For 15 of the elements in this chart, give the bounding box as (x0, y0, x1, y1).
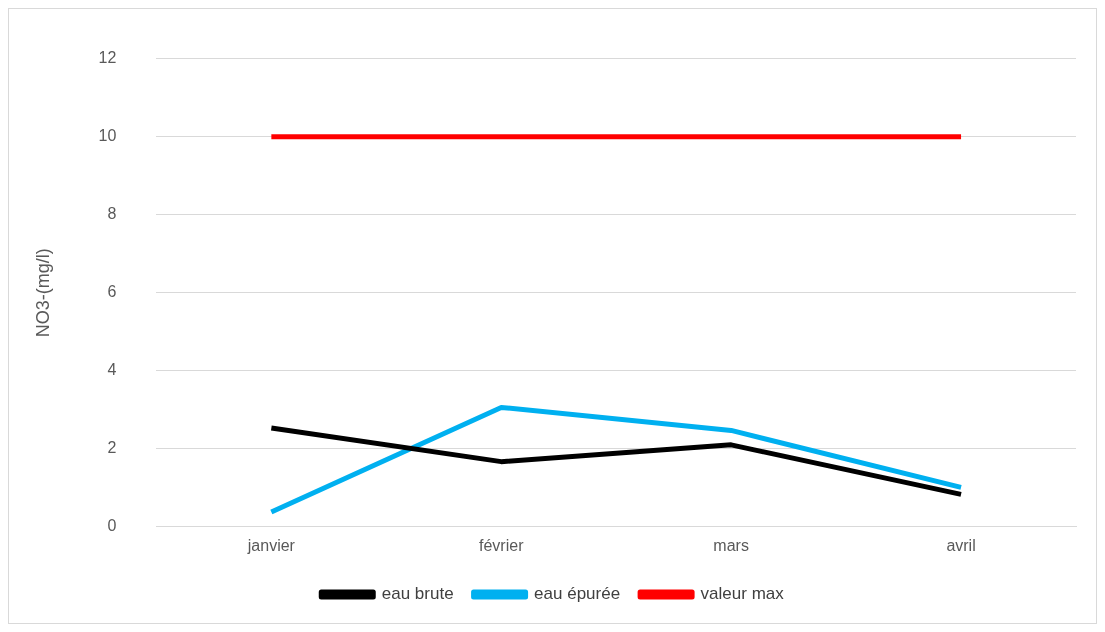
y-tick-label: 2 (107, 439, 117, 457)
legend-label: eau épurée (534, 584, 621, 604)
x-tick-label: avril (946, 536, 976, 554)
y-tick-label: 10 (98, 127, 117, 145)
y-tick-label: 12 (98, 49, 117, 67)
x-tick-label: janvier (246, 536, 296, 554)
y-tick-label: 0 (107, 517, 117, 535)
x-tick-label: février (479, 536, 525, 554)
x-tick-label: mars (713, 536, 749, 554)
y-axis-title: NO3-(mg/l) (32, 248, 53, 338)
y-tick-label: 6 (107, 283, 117, 301)
legend-label: eau brute (381, 584, 454, 604)
y-tick-label: 4 (107, 361, 117, 379)
y-tick-label: 8 (107, 205, 117, 223)
legend-label: valeur max (700, 584, 785, 604)
